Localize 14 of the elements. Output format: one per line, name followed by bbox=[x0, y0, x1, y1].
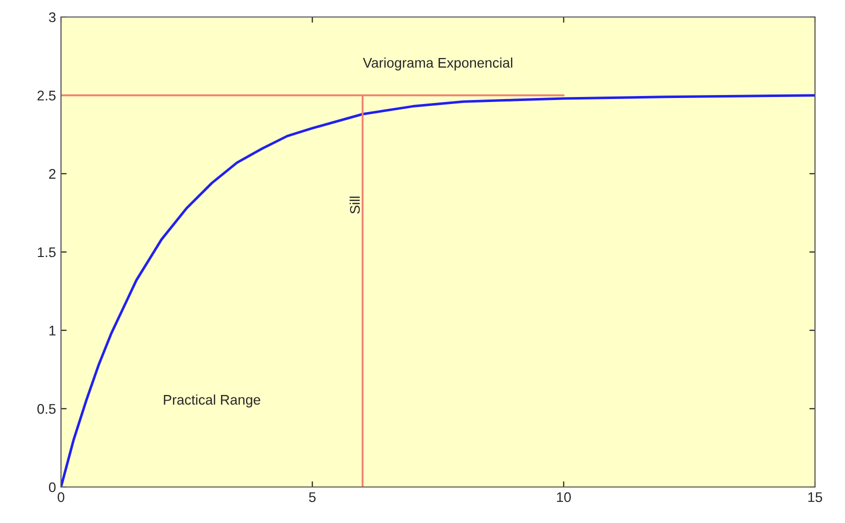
y-tick-label: 0.5 bbox=[37, 404, 56, 414]
x-tick-label: 0 bbox=[58, 492, 64, 502]
y-tick-label: 0 bbox=[48, 482, 56, 492]
x-tick-label: 5 bbox=[309, 492, 316, 502]
y-tick-label: 2.5 bbox=[38, 90, 56, 101]
text: Variograma Exponencial bbox=[362, 58, 512, 70]
x-tick-label: 15 bbox=[808, 492, 822, 502]
x-tick-label: 10 bbox=[557, 492, 571, 502]
annotation: Sill bbox=[350, 196, 360, 214]
annotation: Practical Range bbox=[164, 394, 260, 408]
y-tick-label: 2 bbox=[49, 169, 56, 179]
y-tick-label: 3 bbox=[48, 12, 56, 22]
y-tick-label: 1.5 bbox=[38, 247, 56, 258]
y-tick-label: 1 bbox=[49, 326, 56, 336]
